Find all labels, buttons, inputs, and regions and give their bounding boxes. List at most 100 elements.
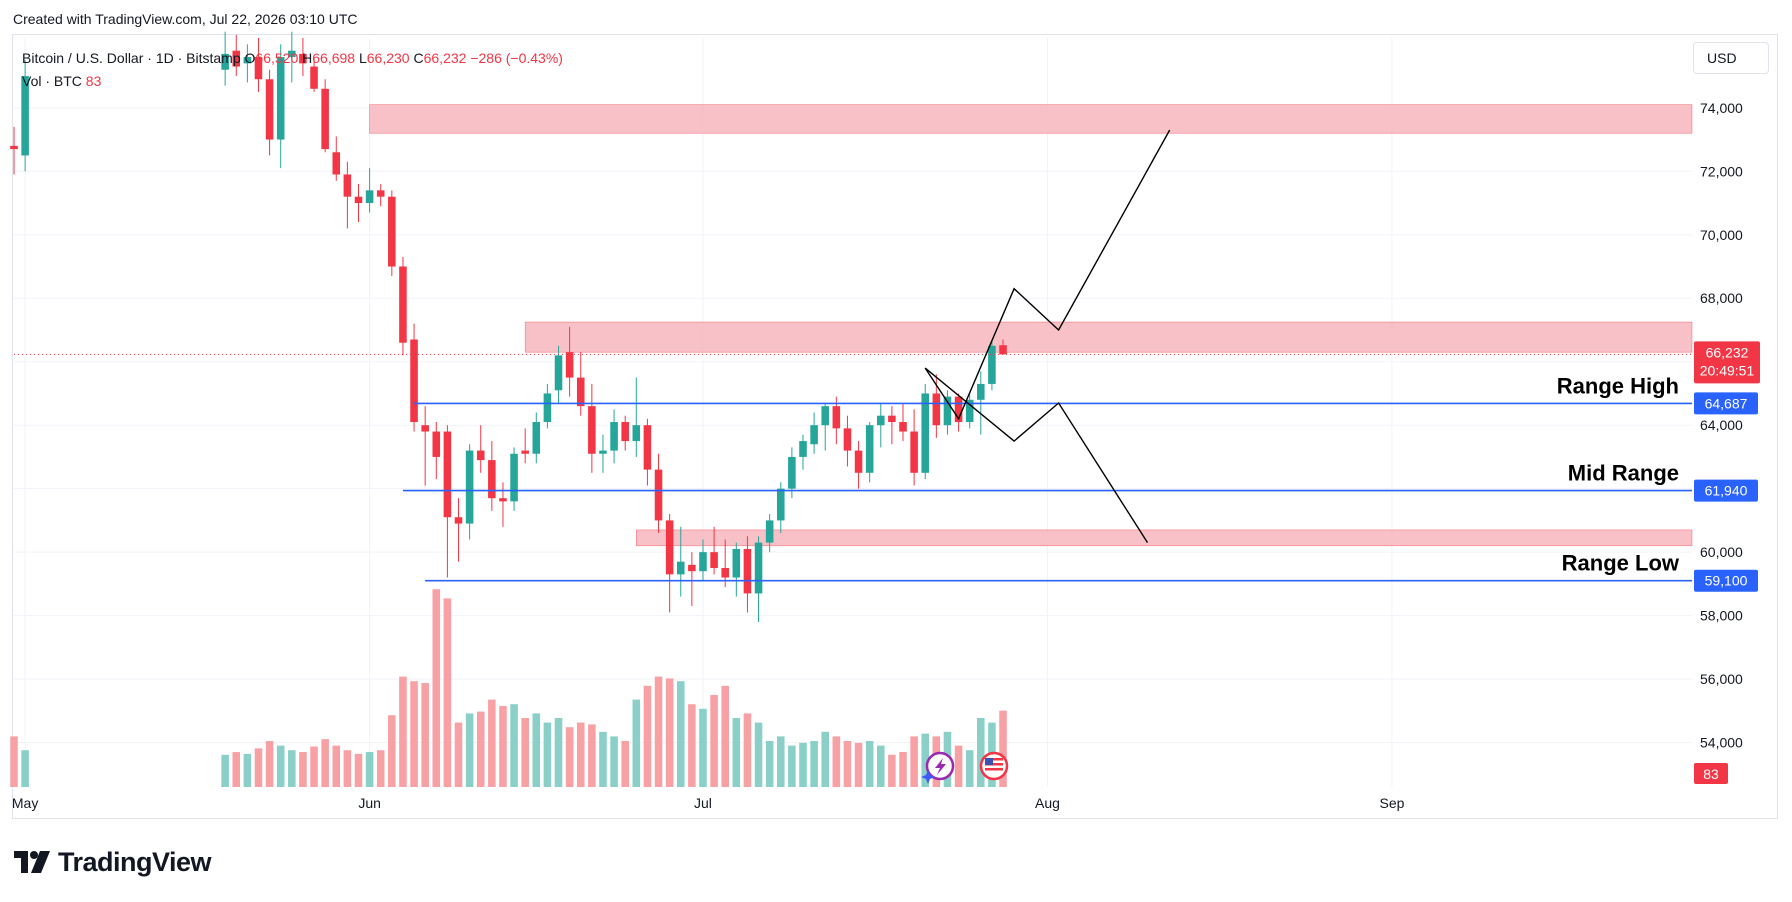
lightning-event-icon[interactable] bbox=[921, 751, 955, 784]
volume-bar bbox=[732, 718, 741, 787]
candle-body bbox=[576, 377, 585, 407]
volume-bar bbox=[621, 741, 629, 787]
volume-bar bbox=[754, 722, 763, 787]
volume-bar bbox=[576, 722, 585, 787]
volume-bar bbox=[888, 754, 896, 787]
candle-body bbox=[877, 415, 885, 426]
volume-bar bbox=[476, 711, 485, 787]
price-tick-label: 72,000 bbox=[1700, 163, 1743, 179]
level-price-badge bbox=[1694, 479, 1758, 502]
tradingview-logo-icon bbox=[14, 851, 50, 873]
volume-bar bbox=[443, 598, 452, 787]
volume-bar bbox=[810, 741, 818, 787]
candle-body bbox=[988, 345, 996, 384]
candle-body bbox=[421, 425, 429, 432]
candle-body bbox=[276, 57, 285, 140]
candle-body bbox=[488, 460, 496, 499]
volume-bar bbox=[410, 681, 418, 787]
volume-bar bbox=[765, 741, 774, 787]
candle-body bbox=[854, 450, 863, 473]
volume-bar bbox=[521, 718, 529, 787]
level-price-label: 59,100 bbox=[1705, 573, 1748, 589]
volume-bar bbox=[821, 731, 829, 787]
candle-body bbox=[10, 145, 18, 150]
candle-body bbox=[832, 406, 841, 429]
candle-body bbox=[921, 393, 930, 473]
price-tick-label: 64,000 bbox=[1700, 417, 1743, 433]
candle-body bbox=[465, 450, 474, 524]
candle-body bbox=[499, 498, 507, 502]
last-price-badge bbox=[1694, 341, 1760, 384]
volume-bar bbox=[454, 722, 463, 787]
candle-body bbox=[654, 469, 663, 521]
low-label: L bbox=[358, 50, 367, 66]
time-axis[interactable]: May Jun Jul Aug Sep bbox=[12, 795, 1405, 811]
volume-bar bbox=[654, 676, 663, 787]
candle-body bbox=[721, 568, 729, 578]
candle-body bbox=[321, 88, 329, 150]
supply-demand-zone bbox=[524, 321, 1693, 353]
high-value: 66,698 bbox=[312, 50, 356, 66]
volume-bar bbox=[977, 718, 985, 787]
volume-bar bbox=[10, 736, 18, 787]
volume-bar bbox=[310, 746, 318, 787]
volume-bar bbox=[510, 704, 518, 787]
candle-body bbox=[232, 50, 241, 67]
candle-body bbox=[732, 548, 741, 578]
volume-bar bbox=[921, 733, 930, 787]
candle-body bbox=[910, 431, 918, 473]
volume-bar bbox=[899, 752, 907, 787]
resistance-support-zones bbox=[369, 104, 1693, 547]
volume-bar bbox=[910, 736, 918, 787]
price-candles bbox=[10, 31, 1692, 622]
level-name-label: Mid Range bbox=[1568, 461, 1679, 486]
chart-frame bbox=[12, 34, 1778, 819]
volume-row: Vol · BTC 83 bbox=[22, 70, 563, 93]
volume-bar bbox=[843, 741, 852, 787]
time-tick-label: Jul bbox=[694, 795, 712, 811]
grid-lines bbox=[14, 38, 1692, 787]
candle-body bbox=[521, 450, 529, 454]
candle-body bbox=[799, 441, 807, 457]
volume-value: 83 bbox=[85, 73, 102, 89]
level-price-label: 61,940 bbox=[1705, 483, 1748, 499]
low-value: 66,230 bbox=[366, 50, 410, 66]
countdown-label: 20:49:51 bbox=[1700, 362, 1755, 378]
volume-bar bbox=[954, 745, 963, 787]
supply-demand-zone bbox=[636, 529, 1693, 547]
volume-bar bbox=[665, 678, 674, 787]
candle-body bbox=[776, 488, 785, 521]
currency-button[interactable]: USD bbox=[1693, 42, 1769, 74]
volume-bar bbox=[299, 752, 307, 787]
us-flag-event-icon[interactable] bbox=[979, 751, 1009, 781]
volume-bar bbox=[877, 745, 885, 787]
volume-bar bbox=[321, 739, 329, 787]
volume-bar bbox=[365, 752, 374, 787]
volume-bar bbox=[554, 718, 563, 787]
price-axis[interactable]: 54,00056,00058,00060,00062,00064,00066,0… bbox=[1694, 100, 1760, 784]
candle-body bbox=[554, 355, 563, 391]
volume-bar bbox=[465, 713, 474, 787]
change-value: −286 (−0.43%) bbox=[470, 50, 563, 66]
symbol-legend[interactable]: Bitcoin / U.S. Dollar · 1D · Bitstamp O6… bbox=[22, 47, 563, 93]
tradingview-logo[interactable]: TradingView bbox=[14, 846, 212, 878]
candle-body bbox=[943, 396, 952, 426]
candle-body bbox=[788, 456, 796, 489]
volume-bar bbox=[243, 753, 252, 787]
volume-bar bbox=[532, 713, 541, 787]
candle-body bbox=[388, 196, 396, 267]
volume-bar bbox=[254, 748, 263, 787]
volume-bar bbox=[699, 708, 707, 787]
volume-bar bbox=[288, 750, 296, 787]
event-icons[interactable] bbox=[921, 751, 1009, 784]
price-tick-label: 74,000 bbox=[1700, 100, 1743, 116]
supply-demand-zone bbox=[369, 104, 1693, 134]
candle-body bbox=[510, 453, 518, 502]
tradingview-brand: TradingView bbox=[58, 846, 212, 877]
level-price-badge bbox=[1694, 392, 1758, 415]
volume-bar bbox=[343, 750, 352, 787]
candle-body bbox=[476, 450, 485, 461]
volume-bar bbox=[543, 722, 552, 787]
range-levels: Range High Mid Range Range Low bbox=[402, 373, 1692, 582]
